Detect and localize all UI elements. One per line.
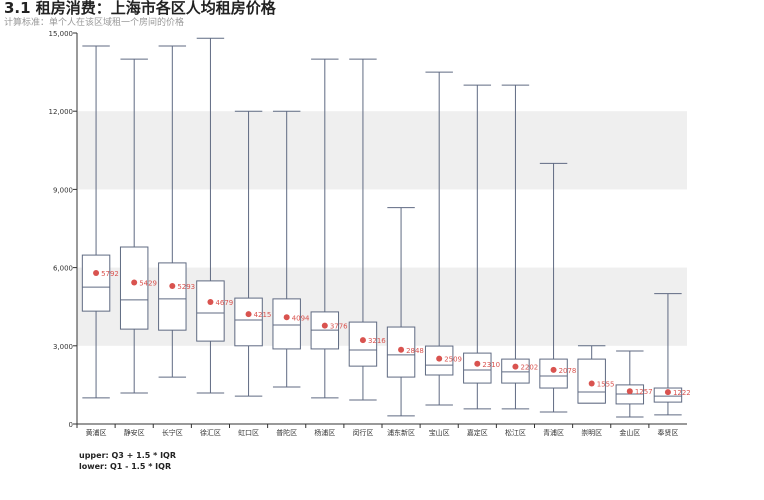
mean-point [512,363,519,370]
x-tick-label: 普陀区 [276,428,297,437]
box [463,352,492,384]
x-tick-label: 杨浦区 [314,428,335,437]
box [234,297,263,347]
mean-point [93,270,100,277]
mean-label: 1222 [673,389,691,397]
x-tick-label: 徐汇区 [200,428,221,437]
mean-point [359,337,366,344]
mean-point [245,311,252,318]
mean-point [664,389,671,396]
mean-label: 5429 [139,279,157,287]
mean-point [207,299,214,306]
mean-label: 5792 [101,270,119,278]
y-tick-label: 9,000 [53,186,73,194]
mean-label: 3216 [368,337,386,345]
mean-label: 4679 [215,299,233,307]
note-lower: lower: Q1 - 1.5 * IQR [79,462,172,471]
mean-label: 2509 [444,356,462,364]
y-tick-label: 0 [69,421,73,429]
y-tick-label: 6,000 [53,265,73,273]
box [81,254,111,312]
chart-subtitle: 计算标准：单个人在该区域租一个房间的价格 [4,18,185,28]
mean-point [436,355,443,362]
box [272,298,301,350]
mean-label: 5293 [177,283,195,291]
x-tick-label: 闵行区 [352,428,373,437]
mean-label: 3776 [330,323,348,331]
mean-label: 2078 [559,367,577,375]
mean-point [398,346,405,353]
mean-point [283,314,290,321]
mean-point [626,388,633,395]
box [501,358,530,384]
mean-point [169,283,176,290]
x-tick-label: 长宁区 [162,428,183,437]
mean-point [131,279,138,286]
box [158,262,187,331]
x-tick-label: 黄浦区 [86,428,107,437]
mean-point [588,380,595,387]
x-tick-label: 松江区 [505,428,526,437]
note-upper: upper: Q3 + 1.5 * IQR [79,451,177,460]
x-tick-label: 奉贤区 [657,428,678,437]
y-tick-label: 15,000 [49,30,74,38]
x-tick-label: 浦东新区 [387,428,415,437]
box [119,246,149,330]
mean-label: 1555 [597,380,615,388]
box [539,358,568,389]
x-tick-label: 虹口区 [238,428,259,437]
mean-label: 1257 [635,388,653,396]
x-tick-label: 宝山区 [429,428,450,437]
mean-point [550,366,557,373]
mean-point [321,322,328,329]
mean-label: 2202 [520,364,538,372]
whisker-note: upper: Q3 + 1.5 * IQR lower: Q1 - 1.5 * … [79,450,176,472]
box [196,280,225,342]
x-tick-label: 崇明区 [581,429,602,437]
mean-label: 2848 [406,347,424,355]
x-tick-label: 金山区 [619,428,640,437]
y-tick-label: 12,000 [49,108,74,116]
x-tick-label: 静安区 [124,428,145,437]
chart-title: 3.1 租房消费：上海市各区人均租房价格 [4,0,276,17]
mean-label: 4215 [254,311,272,319]
mean-label: 4094 [292,314,310,322]
y-tick-label: 3,000 [53,343,73,351]
mean-label: 2310 [482,361,500,369]
grid-band [77,111,687,190]
box [348,321,378,367]
x-tick-label: 青浦区 [543,428,564,437]
x-tick-label: 嘉定区 [467,428,488,437]
mean-point [474,360,481,367]
